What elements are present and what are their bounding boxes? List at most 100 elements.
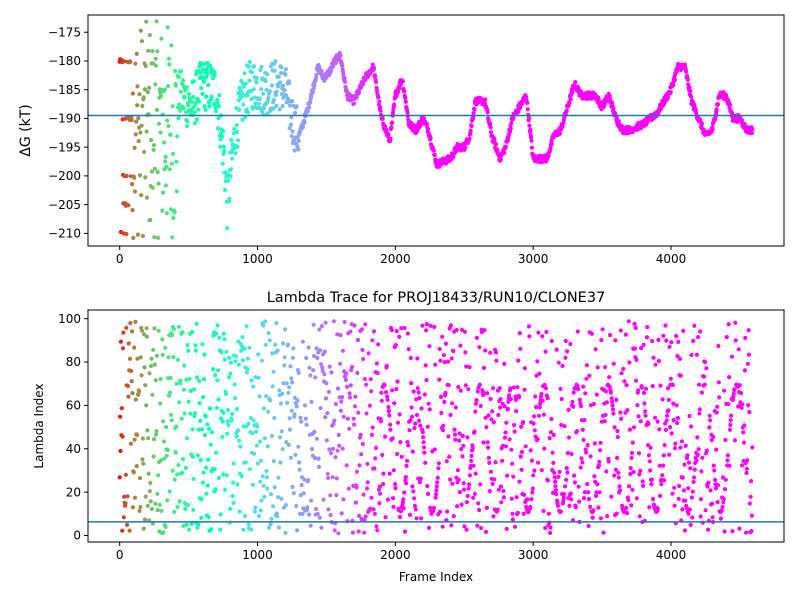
- delta-g-point: [378, 108, 383, 113]
- lambda-point: [684, 505, 689, 510]
- lambda-point: [593, 347, 598, 352]
- lambda-point: [146, 471, 151, 476]
- delta-g-y-ticks: −210−205−200−195−190−185−180−175: [48, 25, 88, 241]
- delta-g-point: [129, 118, 134, 123]
- lambda-point: [492, 477, 497, 482]
- lambda-point: [162, 456, 167, 461]
- lambda-point: [528, 448, 533, 453]
- delta-g-point: [488, 125, 493, 130]
- delta-g-point: [132, 145, 137, 150]
- lambda-point: [732, 438, 738, 443]
- lambda-point: [497, 386, 502, 391]
- delta-g-point: [122, 59, 127, 64]
- lambda-point: [621, 366, 626, 371]
- delta-g-point: [403, 96, 408, 101]
- lambda-point: [163, 524, 168, 530]
- lambda-point: [132, 495, 138, 500]
- delta-g-point: [645, 120, 650, 125]
- lambda-point: [696, 447, 701, 452]
- lambda-point: [445, 359, 451, 364]
- lambda-point: [422, 392, 427, 397]
- lambda-point: [545, 396, 550, 401]
- lambda-point: [512, 524, 518, 529]
- lambda-point: [548, 525, 553, 530]
- lambda-point: [658, 383, 663, 388]
- lambda-point: [287, 385, 292, 390]
- lambda-point: [421, 435, 426, 440]
- lambda-point: [443, 390, 448, 395]
- lambda-point: [572, 386, 577, 391]
- lambda-point: [394, 387, 399, 392]
- lambda-point: [372, 466, 377, 471]
- delta-g-point: [213, 109, 219, 114]
- lambda-point: [120, 528, 125, 533]
- lambda-point: [309, 399, 314, 404]
- lambda-point: [455, 468, 460, 473]
- lambda-point: [521, 511, 526, 516]
- lambda-point: [463, 383, 468, 388]
- lambda-point: [414, 397, 419, 402]
- delta-g-point: [308, 100, 313, 105]
- lambda-point: [565, 349, 570, 354]
- lambda-point: [317, 327, 322, 332]
- lambda-point: [475, 523, 480, 528]
- lambda-point: [357, 463, 362, 468]
- lambda-point: [398, 440, 403, 445]
- lambda-point: [374, 361, 379, 366]
- lambda-point: [152, 326, 157, 331]
- lambda-point: [175, 504, 180, 509]
- x-tick-label: 2000: [380, 548, 411, 562]
- delta-g-point: [152, 166, 157, 171]
- lambda-point: [286, 390, 291, 395]
- lambda-point: [733, 338, 738, 343]
- lambda-point: [573, 505, 578, 510]
- lambda-point: [256, 514, 262, 519]
- delta-g-point: [507, 129, 513, 135]
- lambda-point: [389, 328, 394, 333]
- lambda-point: [385, 394, 390, 399]
- lambda-point: [165, 447, 170, 453]
- lambda-point: [465, 493, 470, 499]
- delta-g-point: [179, 69, 184, 74]
- delta-g-point: [225, 226, 230, 231]
- lambda-point: [645, 325, 650, 330]
- lambda-point: [579, 456, 584, 461]
- lambda-point: [352, 404, 358, 409]
- lambda-point: [154, 353, 159, 358]
- lambda-point: [720, 475, 726, 480]
- lambda-point: [175, 357, 181, 362]
- lambda-point: [140, 457, 145, 462]
- delta-g-point: [546, 154, 551, 159]
- lambda-point: [249, 527, 254, 532]
- lambda-point: [261, 483, 266, 488]
- lambda-point: [250, 431, 255, 436]
- delta-g-point: [357, 89, 362, 94]
- lambda-point: [657, 427, 662, 432]
- lambda-point: [334, 493, 339, 498]
- lambda-point: [236, 362, 241, 367]
- delta-g-point: [386, 132, 391, 137]
- lambda-point: [557, 469, 562, 474]
- delta-g-point: [166, 56, 171, 61]
- lambda-point: [185, 436, 190, 441]
- lambda-point: [571, 404, 576, 409]
- lambda-point: [261, 323, 266, 328]
- lambda-point: [503, 444, 508, 449]
- delta-g-point: [312, 83, 317, 88]
- lambda-point: [307, 365, 312, 370]
- lambda-point: [619, 416, 624, 421]
- lambda-point: [271, 504, 276, 509]
- lambda-point: [619, 371, 624, 376]
- lambda-point: [688, 466, 693, 471]
- lambda-point: [719, 508, 724, 513]
- lambda-point: [746, 328, 751, 333]
- delta-g-point: [498, 157, 503, 162]
- lambda-point: [343, 377, 348, 382]
- lambda-point: [611, 361, 616, 366]
- lambda-point: [643, 386, 649, 391]
- lambda-point: [276, 475, 281, 480]
- lambda-point: [474, 335, 479, 340]
- lambda-point: [591, 508, 596, 513]
- delta-g-point: [529, 135, 534, 140]
- delta-g-point: [394, 93, 399, 98]
